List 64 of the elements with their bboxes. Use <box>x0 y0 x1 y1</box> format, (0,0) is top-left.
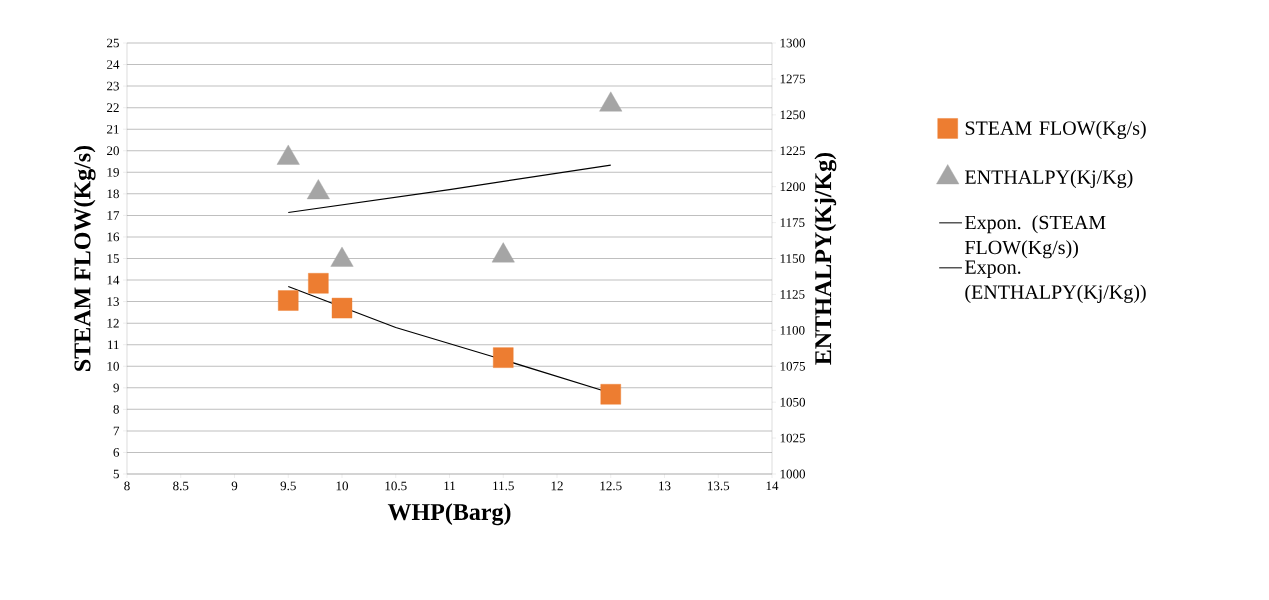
point <box>278 290 299 311</box>
y2-tick-label: 1050 <box>780 397 806 407</box>
point <box>491 242 515 263</box>
y-tick-label: 20 <box>107 146 119 156</box>
y2-tick-label: 1000 <box>780 469 806 479</box>
y2-tick-label: 1100 <box>780 325 805 335</box>
x-tick-label: 13 <box>659 481 671 491</box>
y2-tick-label: 1125 <box>780 290 805 299</box>
y-tick-label: 9 <box>113 383 119 393</box>
y2-tick-label: 1250 <box>780 110 806 120</box>
x-tick-label: 8.5 <box>173 481 189 491</box>
y-tick-label: 8 <box>113 404 119 414</box>
y-tick-label: 19 <box>107 167 119 177</box>
y2-tick-label: 1025 <box>780 433 806 443</box>
y2-tick-label: 1075 <box>780 361 806 371</box>
legend-label: Expon. (ENTHALPY(Kj/Kg)) <box>965 260 1146 303</box>
point <box>599 91 623 112</box>
y2-tick-label: 1200 <box>780 182 806 192</box>
y-tick-label: 24 <box>107 60 120 69</box>
x-tick-label: 9 <box>231 481 238 491</box>
y2-tick-label: 1300 <box>780 38 806 48</box>
y-tick-label: 17 <box>107 211 120 220</box>
y-tick-label: 25 <box>107 38 119 48</box>
x-tick-label: 12 <box>551 481 563 491</box>
y-tick-label: 11 <box>108 340 119 349</box>
point <box>600 384 621 405</box>
y-tick-label: 14 <box>107 275 120 285</box>
x-tick-label: 10 <box>336 481 349 491</box>
y2-tick-label: 1150 <box>780 254 805 263</box>
x-tick-label: 14 <box>766 481 779 491</box>
legend-label: ENTHALPY(Kj/Kg) <box>965 169 1133 188</box>
y-tick-label: 21 <box>107 124 119 134</box>
point <box>493 347 514 368</box>
point <box>276 144 300 165</box>
x-tick-label: 8 <box>124 481 130 491</box>
y-tick-label: 7 <box>113 426 120 436</box>
y2-tick-label: 1225 <box>780 146 806 156</box>
x-tick-label: 10.5 <box>385 481 407 491</box>
x-tick-label: 9.5 <box>280 481 296 491</box>
y-axis-title: STEAM FLOW(Kg/s) <box>73 145 96 371</box>
y-tick-label: 5 <box>113 469 119 479</box>
point <box>306 179 330 200</box>
y-tick-label: 10 <box>107 361 119 371</box>
y-tick-label: 23 <box>107 81 119 91</box>
y-tick-label: 22 <box>107 103 119 112</box>
legend-label: Expon. (STEAM FLOW(Kg/s)) <box>965 215 1106 259</box>
y-tick-label: 13 <box>107 297 119 306</box>
x-tick-label: 12.5 <box>600 481 622 491</box>
y-tick-label: 12 <box>107 318 119 328</box>
y-tick-label: 6 <box>113 448 120 457</box>
point <box>308 273 329 294</box>
x-tick-label: 13.5 <box>708 481 730 491</box>
x-axis-title: WHP(Barg) <box>387 503 511 526</box>
y-tick-label: 15 <box>107 254 119 263</box>
point <box>330 246 354 267</box>
y2-axis-title: ENTHALPY(Kj/Kg) <box>814 152 837 365</box>
x-tick-label: 11.5 <box>493 481 514 491</box>
y2-tick-label: 1275 <box>780 74 806 84</box>
x-tick-label: 11 <box>444 481 455 491</box>
y2-tick-label: 1175 <box>780 218 805 227</box>
point <box>331 297 353 319</box>
y-tick-label: 16 <box>107 232 120 242</box>
legend-label: STEAM FLOW(Kg/s) <box>965 120 1146 139</box>
y-tick-label: 18 <box>107 189 119 199</box>
